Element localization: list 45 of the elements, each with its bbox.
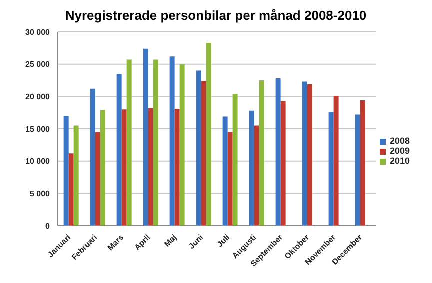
bar bbox=[328, 112, 334, 226]
bar bbox=[126, 60, 132, 226]
y-tick-label: 10 000 bbox=[26, 157, 51, 166]
y-tick-label: 15 000 bbox=[26, 124, 51, 134]
x-tick-label: Maj bbox=[162, 233, 179, 249]
y-tick-label: 30 000 bbox=[26, 28, 51, 37]
bar bbox=[259, 80, 264, 226]
bar bbox=[116, 74, 122, 226]
y-tick-label: 25 000 bbox=[26, 60, 51, 70]
bar bbox=[302, 82, 308, 226]
bar bbox=[64, 116, 69, 226]
legend-label: 2010 bbox=[390, 156, 410, 166]
chart-title: Nyregistrerade personbilar per månad 2008-2010 bbox=[64, 8, 368, 25]
bar bbox=[153, 60, 158, 226]
bar bbox=[180, 64, 185, 226]
bar bbox=[74, 126, 79, 226]
bar bbox=[100, 110, 106, 226]
x-tick-label: Juli bbox=[216, 233, 232, 250]
bar bbox=[280, 101, 286, 226]
bar bbox=[228, 132, 233, 226]
y-tick-label: 5 000 bbox=[30, 190, 51, 199]
bar bbox=[334, 96, 339, 226]
bar bbox=[95, 132, 100, 226]
bar bbox=[276, 78, 281, 226]
bar bbox=[122, 110, 127, 226]
bar bbox=[249, 110, 254, 226]
bar bbox=[90, 88, 96, 226]
y-tick-label: 20 000 bbox=[26, 92, 51, 102]
bar bbox=[143, 48, 148, 226]
bar bbox=[206, 42, 212, 226]
bar bbox=[68, 154, 74, 226]
bar bbox=[360, 100, 366, 226]
bar bbox=[307, 84, 312, 226]
bar bbox=[174, 108, 180, 226]
bar bbox=[254, 126, 260, 226]
bar bbox=[148, 108, 154, 226]
y-tick-label: 0 bbox=[46, 222, 51, 231]
legend-label: 2009 bbox=[390, 146, 410, 156]
bar bbox=[232, 94, 238, 226]
bar bbox=[196, 70, 202, 226]
bar bbox=[201, 81, 206, 226]
bar bbox=[355, 114, 360, 226]
legend-label: 2008 bbox=[390, 136, 410, 146]
bar bbox=[170, 56, 175, 226]
bar bbox=[222, 116, 228, 226]
